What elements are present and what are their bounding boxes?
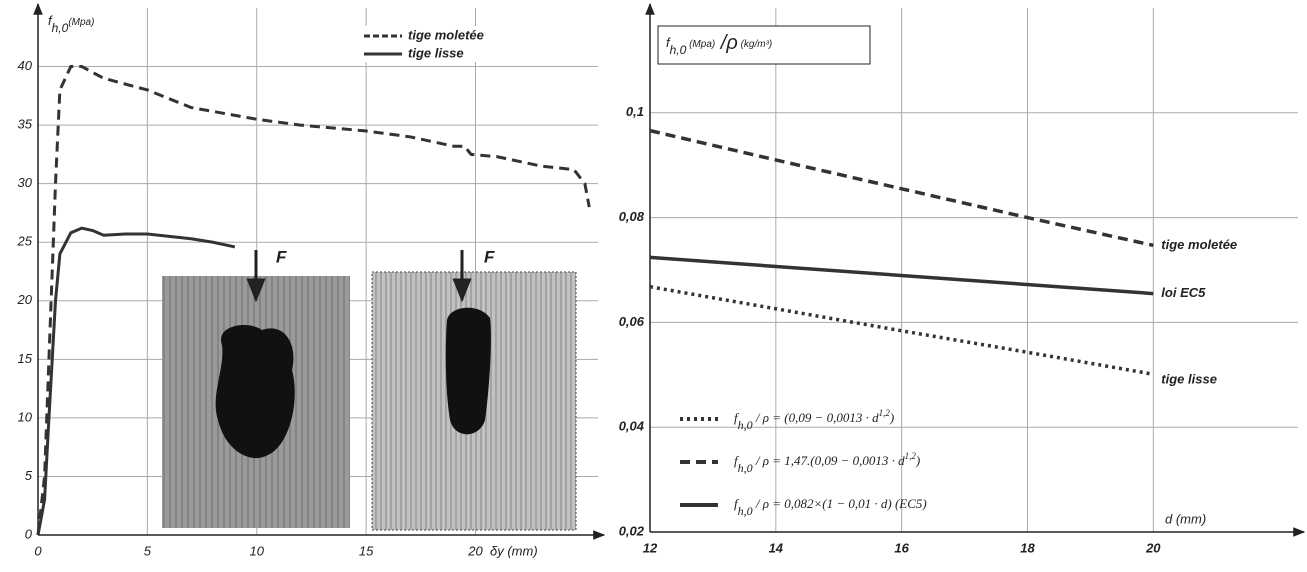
x-axis-label: d (mm) (1165, 511, 1206, 526)
label-part: / ρ = (0,09 − 0,0013 · d (753, 410, 879, 425)
label-part: h,0 (738, 461, 753, 475)
x-tick-label: 18 (1020, 540, 1035, 555)
y-tick-label: 25 (17, 234, 33, 249)
label-part: h,0 (738, 418, 753, 432)
y-tick-label: 5 (25, 468, 33, 483)
y-tick-label: 0,08 (619, 209, 645, 224)
y-tick-label: 30 (18, 175, 33, 190)
y-label-box (657, 25, 871, 65)
x-tick-label: 0 (34, 543, 42, 558)
label-part: f (734, 453, 740, 468)
x-tick-label: 14 (769, 540, 784, 555)
series-line (649, 255, 1154, 296)
label-part: f (734, 410, 740, 425)
y-tick-label: 0 (25, 526, 33, 541)
x-tick-label: 20 (467, 543, 483, 558)
label-part: (Mpa) (68, 17, 94, 28)
series-line (649, 128, 1154, 248)
legend-label: fh,0 / ρ = 0,082×(1 − 0,01 · d) (EC5) (734, 496, 927, 518)
series-label: tige lisse (1161, 372, 1217, 387)
y-tick-label: 15 (18, 351, 33, 366)
x-tick-label: 20 (1145, 540, 1161, 555)
label-part: ) (889, 410, 894, 425)
x-tick-label: 12 (643, 540, 658, 555)
label-part: (kg/m³) (738, 39, 772, 50)
label-part: / ρ = 0,082×(1 − 0,01 · d) (EC5) (753, 496, 927, 511)
label-part: 1,2 (879, 408, 891, 418)
series-label: loi EC5 (1161, 285, 1206, 300)
y-tick-label: 40 (18, 58, 33, 73)
label-part: f (666, 35, 671, 50)
y-tick-label: 0,02 (619, 523, 645, 538)
label-part: ) (915, 453, 920, 468)
y-axis-label: fh,0(Mpa) (48, 13, 94, 35)
hole (445, 307, 491, 435)
x-tick-label: 10 (250, 543, 265, 558)
y-tick-label: 35 (18, 117, 33, 132)
legend-label: tige moletée (408, 27, 484, 42)
hole (215, 325, 295, 459)
label-part: h,0 (52, 21, 69, 35)
legend-box (358, 26, 538, 62)
label-part: f (734, 496, 740, 511)
y-tick-label: 10 (18, 409, 33, 424)
legend-label: fh,0 / ρ = 1,47.(0,09 − 0,0013 · d1,2) (734, 451, 920, 475)
series-line (649, 285, 1154, 376)
annotation: F (276, 247, 287, 266)
y-axis-label: fh,0 (Mpa) /ρ (kg/m³) (666, 32, 772, 57)
x-label-bg (1160, 505, 1280, 531)
y-tick-label: 0,06 (619, 314, 645, 329)
label-part: / ρ = 1,47.(0,09 − 0,0013 · d (753, 453, 905, 468)
annotation: F (484, 247, 495, 266)
label-part: (Mpa) (686, 39, 715, 50)
series-line (36, 65, 591, 536)
series-label: tige moletée (1161, 237, 1237, 252)
y-tick-label: 20 (17, 292, 33, 307)
photos: F F (162, 247, 577, 531)
label-part: 1,2 (905, 451, 917, 461)
label-part: h,0 (670, 43, 687, 57)
legend-label: tige lisse (408, 45, 464, 60)
label-part: h,0 (738, 504, 753, 518)
label-part: /ρ (715, 32, 738, 54)
y-tick-label: 0,04 (619, 419, 645, 434)
y-tick-label: 0,1 (626, 104, 644, 119)
series-line (36, 226, 236, 536)
x-axis-label: δy (mm) (490, 543, 538, 558)
legend-label: fh,0 / ρ = (0,09 − 0,0013 · d1,2) (734, 408, 894, 432)
x-tick-label: 16 (894, 540, 909, 555)
label-part: f (48, 13, 53, 28)
x-tick-label: 15 (359, 543, 374, 558)
x-tick-label: 5 (144, 543, 152, 558)
x-label-bg (487, 540, 597, 562)
